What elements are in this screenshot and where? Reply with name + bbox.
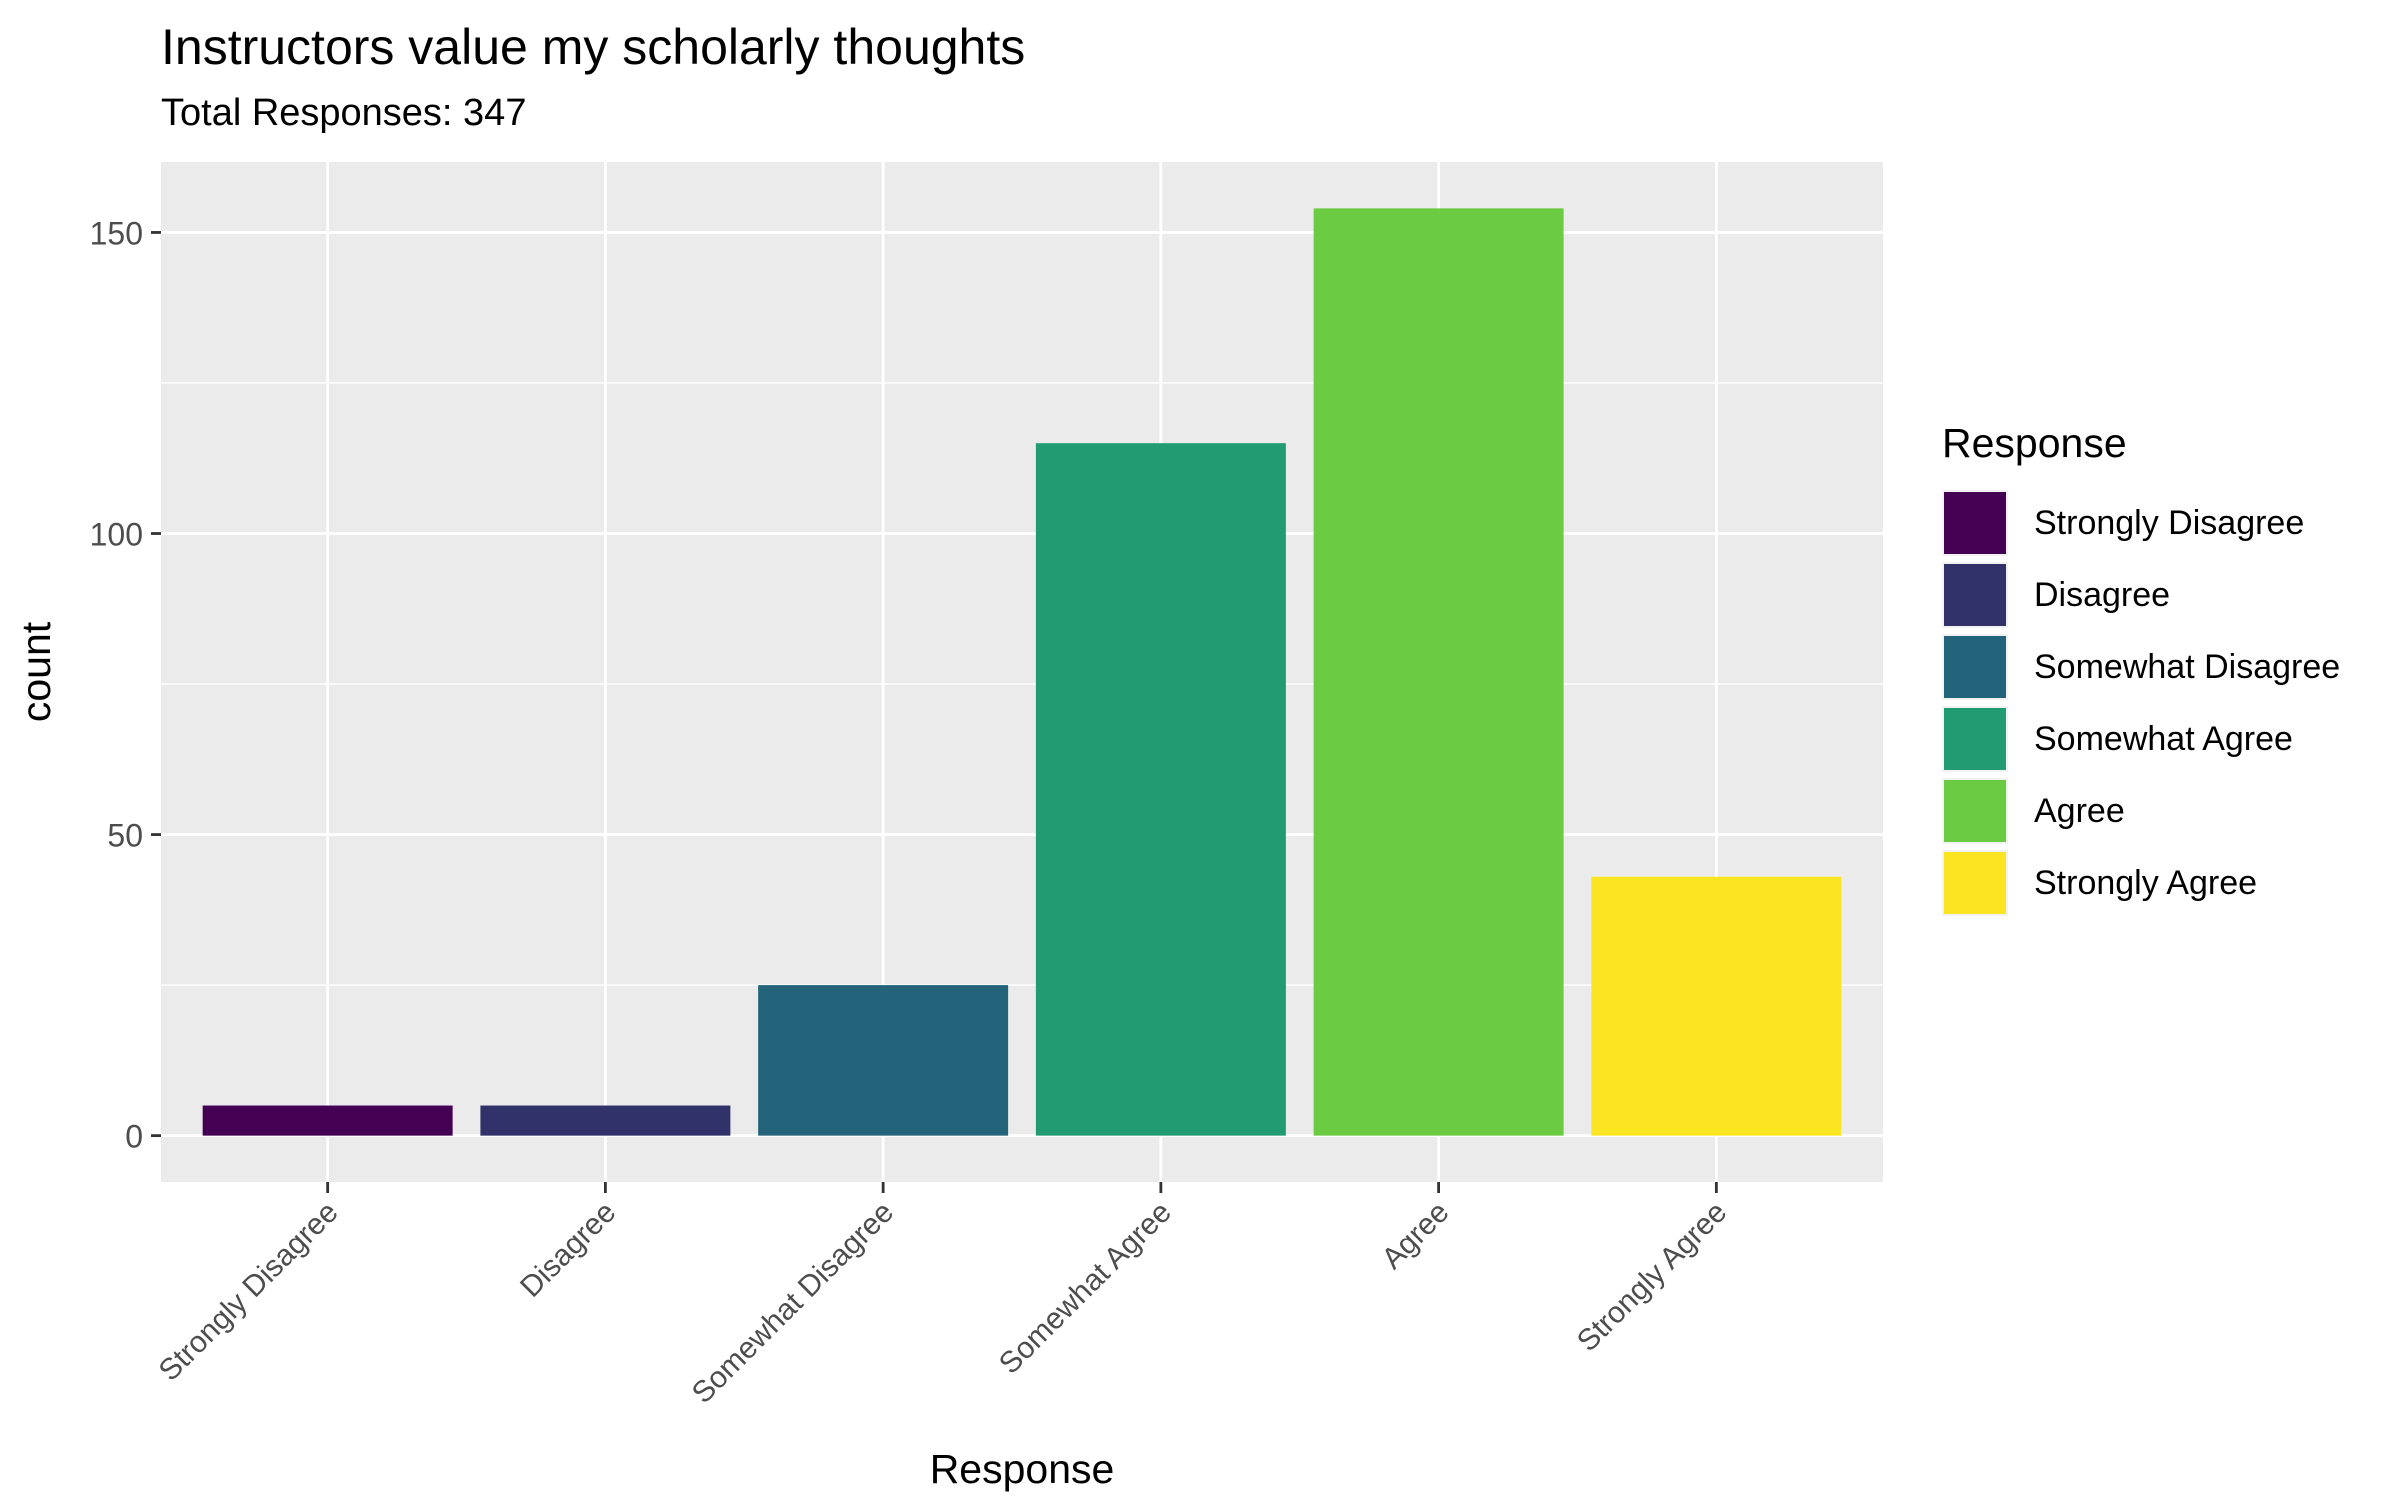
- bar-somewhat-disagree: [758, 985, 1009, 1136]
- y-tick-label: 150: [90, 215, 143, 251]
- legend-swatch: [1942, 490, 2008, 556]
- legend-item: Somewhat Agree: [1942, 703, 2340, 775]
- legend-swatch: [1942, 706, 2008, 772]
- x-axis-title: Response: [930, 1446, 1115, 1492]
- legend: Response Strongly Disagree Disagree Somewh…: [1942, 420, 2340, 919]
- chart-title: Instructors value my scholarly thoughts: [161, 19, 1026, 75]
- legend-label: Strongly Disagree: [2034, 503, 2305, 542]
- legend-label: Somewhat Agree: [2034, 719, 2293, 758]
- x-tick-label: Strongly Disagree: [153, 1196, 345, 1388]
- bars: [202, 208, 1842, 1136]
- legend-label: Disagree: [2034, 575, 2171, 614]
- legend-item: Strongly Agree: [1942, 847, 2340, 919]
- legend-swatch: [1942, 778, 2008, 844]
- x-tick-label: Somewhat Disagree: [686, 1196, 900, 1410]
- legend-item: Agree: [1942, 775, 2340, 847]
- y-tick-label: 0: [125, 1119, 143, 1155]
- x-tick-label: Strongly Agree: [1571, 1196, 1733, 1358]
- legend-swatch: [1942, 562, 2008, 628]
- bar-disagree: [480, 1105, 731, 1136]
- bar-strongly-disagree: [202, 1105, 453, 1136]
- legend-label: Somewhat Disagree: [2034, 647, 2341, 686]
- bar-strongly-agree: [1591, 876, 1842, 1136]
- x-tick-label: Somewhat Agree: [993, 1196, 1178, 1381]
- legend-label: Strongly Agree: [2034, 863, 2258, 902]
- bar-somewhat-agree: [1035, 443, 1286, 1136]
- legend-item: Disagree: [1942, 559, 2340, 631]
- legend-item: Somewhat Disagree: [1942, 631, 2340, 703]
- legend-label: Agree: [2034, 791, 2125, 830]
- x-axis: Strongly Disagree Disagree Somewhat Disagr…: [153, 1182, 1733, 1410]
- legend-title: Response: [1942, 420, 2127, 466]
- chart-subtitle: Total Responses: 347: [161, 92, 527, 134]
- legend-swatch: [1942, 850, 2008, 916]
- bar-agree: [1313, 208, 1564, 1136]
- y-axis-title: count: [13, 621, 59, 722]
- x-tick-label: Disagree: [514, 1196, 622, 1304]
- y-tick-label: 100: [90, 517, 143, 553]
- x-tick-label: Agree: [1376, 1196, 1456, 1276]
- y-tick-label: 50: [107, 818, 143, 854]
- legend-items: Strongly Disagree Disagree Somewhat Disagr…: [1942, 487, 2340, 919]
- legend-item: Strongly Disagree: [1942, 487, 2340, 559]
- legend-swatch: [1942, 634, 2008, 700]
- y-axis: 0 50 100 150: [90, 215, 161, 1155]
